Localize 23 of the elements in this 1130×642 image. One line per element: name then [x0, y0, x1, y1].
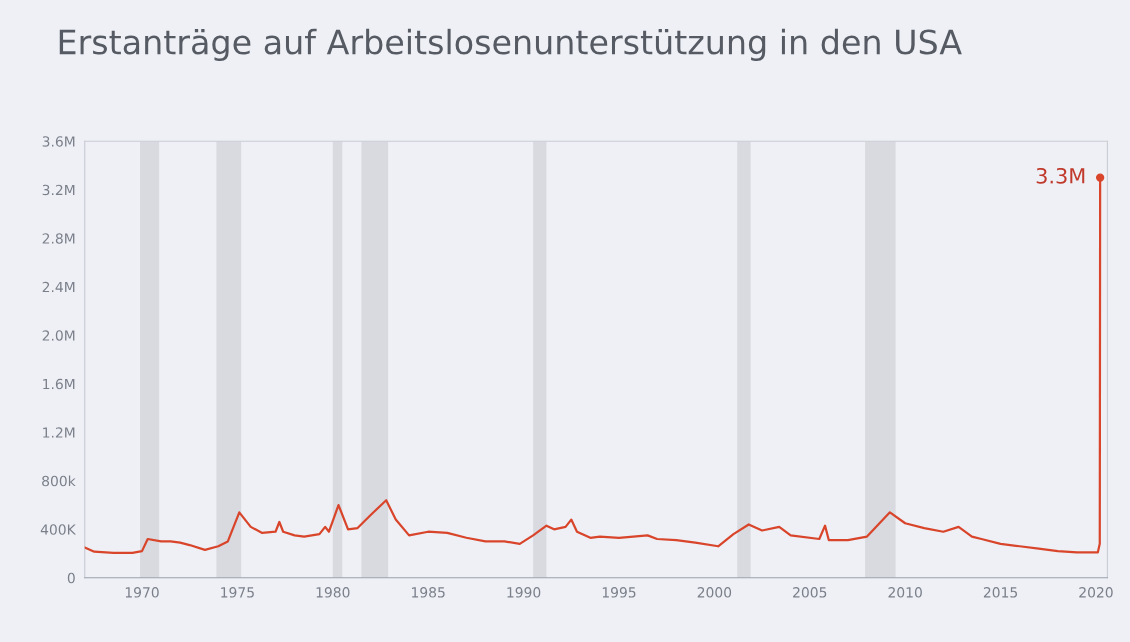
x-tick-label: 2020: [1079, 587, 1113, 598]
x-tick-label: 2015: [983, 587, 1018, 598]
x-tick-label: 1985: [412, 587, 445, 598]
chart-title: Erstanträge auf Arbeitslosenunterstützung in den USA: [59, 28, 962, 62]
y-tick-label: 2.4M: [42, 281, 75, 293]
x-tick-label: 1990: [507, 587, 541, 598]
y-tick-label: 3.6M: [42, 136, 75, 147]
x-tick-label: 1970: [125, 587, 159, 598]
y-tick-label: 0: [67, 572, 75, 584]
y-tick-label: 2.0M: [42, 330, 75, 341]
y-tick-label: 2.8M: [42, 233, 75, 244]
x-tick-label: 2005: [793, 587, 827, 598]
y-tick-label: 1.6M: [43, 378, 75, 390]
annotation: 3.3M: [1036, 167, 1085, 184]
x-tick-label: 2010: [888, 587, 922, 598]
x-tick-label: 2000: [697, 587, 732, 598]
y-tick-label: 1.2M: [43, 427, 75, 438]
y-tick-label: 800k: [42, 475, 76, 487]
x-tick-label: 1995: [602, 587, 636, 598]
x-tick-label: 1975: [221, 587, 254, 598]
y-tick-label: 400K: [40, 524, 77, 535]
y-tick-label: 3.2M: [42, 184, 75, 196]
x-tick-label: 1980: [316, 587, 350, 598]
